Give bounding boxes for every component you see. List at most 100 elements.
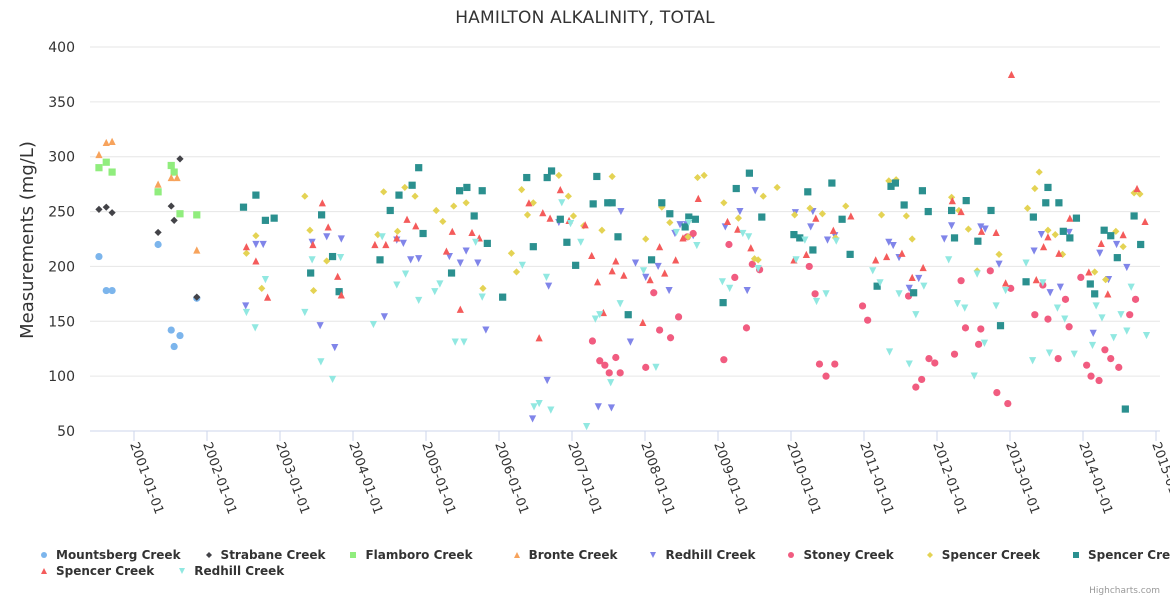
legend-item[interactable]: Stoney Creek — [785, 548, 894, 562]
data-point[interactable] — [411, 192, 419, 200]
data-point[interactable] — [1023, 204, 1032, 212]
data-point[interactable] — [252, 257, 260, 265]
data-point[interactable] — [176, 155, 184, 163]
legend-marker[interactable] — [41, 568, 47, 574]
data-point[interactable] — [470, 212, 478, 220]
data-point[interactable] — [170, 216, 178, 224]
data-point[interactable] — [672, 228, 680, 237]
data-point[interactable] — [1051, 231, 1059, 239]
data-point[interactable] — [1127, 283, 1135, 291]
data-point[interactable] — [658, 199, 666, 207]
data-point[interactable] — [748, 260, 756, 268]
data-point[interactable] — [1107, 354, 1115, 363]
data-point[interactable] — [393, 234, 401, 242]
data-point[interactable] — [1055, 199, 1063, 207]
data-point[interactable] — [1101, 346, 1109, 354]
data-point[interactable] — [691, 215, 699, 223]
data-point[interactable] — [176, 331, 184, 340]
data-point[interactable] — [726, 284, 734, 292]
data-point[interactable] — [1065, 228, 1073, 237]
data-point[interactable] — [822, 372, 830, 380]
data-point[interactable] — [1046, 289, 1054, 297]
data-point[interactable] — [242, 302, 250, 310]
data-point[interactable] — [674, 313, 683, 321]
data-point[interactable] — [479, 284, 487, 292]
data-point[interactable] — [908, 273, 916, 281]
data-point[interactable] — [1055, 249, 1063, 257]
data-point[interactable] — [1007, 284, 1015, 292]
data-point[interactable] — [472, 238, 480, 246]
data-point[interactable] — [945, 256, 953, 264]
data-point[interactable] — [401, 270, 410, 278]
legend-marker[interactable] — [205, 552, 212, 558]
data-point[interactable] — [307, 269, 315, 277]
data-point[interactable] — [239, 203, 248, 211]
data-point[interactable] — [908, 235, 916, 243]
data-point[interactable] — [1029, 357, 1037, 365]
data-point[interactable] — [601, 361, 609, 369]
data-point[interactable] — [596, 357, 604, 365]
data-point[interactable] — [721, 223, 729, 231]
data-point[interactable] — [371, 240, 379, 249]
data-point[interactable] — [102, 138, 110, 147]
data-point[interactable] — [607, 404, 616, 412]
data-point[interactable] — [918, 375, 926, 384]
data-point[interactable] — [463, 183, 471, 192]
data-point[interactable] — [964, 225, 972, 233]
credits-link[interactable]: Highcharts.com — [1089, 586, 1160, 596]
data-point[interactable] — [558, 199, 566, 207]
data-point[interactable] — [336, 254, 345, 262]
data-point[interactable] — [456, 305, 464, 313]
data-point[interactable] — [581, 221, 589, 229]
data-point[interactable] — [270, 214, 278, 222]
data-point[interactable] — [608, 267, 616, 275]
data-point[interactable] — [981, 225, 989, 233]
data-point[interactable] — [759, 192, 767, 200]
data-point[interactable] — [432, 206, 440, 215]
data-point[interactable] — [925, 354, 933, 363]
data-point[interactable] — [1095, 376, 1103, 385]
data-point[interactable] — [754, 265, 762, 273]
data-point[interactable] — [596, 311, 604, 319]
data-point[interactable] — [546, 214, 554, 222]
data-point[interactable] — [1022, 259, 1030, 267]
data-point[interactable] — [543, 376, 551, 385]
data-point[interactable] — [419, 229, 427, 238]
data-point[interactable] — [460, 338, 468, 346]
data-point[interactable] — [612, 353, 620, 362]
data-point[interactable] — [961, 304, 969, 312]
data-point[interactable] — [758, 213, 766, 221]
data-point[interactable] — [992, 228, 1000, 237]
data-point[interactable] — [1037, 231, 1045, 239]
data-point[interactable] — [822, 290, 830, 298]
data-point[interactable] — [566, 220, 575, 228]
data-point[interactable] — [431, 288, 439, 296]
data-point[interactable] — [608, 199, 616, 207]
data-point[interactable] — [337, 235, 345, 243]
data-point[interactable] — [986, 267, 994, 275]
data-point[interactable] — [1072, 214, 1081, 222]
data-point[interactable] — [1032, 275, 1040, 284]
data-point[interactable] — [447, 269, 456, 277]
data-point[interactable] — [1117, 311, 1125, 319]
data-point[interactable] — [910, 289, 918, 297]
data-point[interactable] — [483, 239, 491, 247]
data-point[interactable] — [812, 214, 820, 222]
data-point[interactable] — [898, 249, 906, 257]
data-point[interactable] — [1123, 327, 1131, 335]
data-point[interactable] — [324, 223, 332, 231]
data-point[interactable] — [1119, 231, 1127, 239]
data-point[interactable] — [940, 235, 948, 243]
data-point[interactable] — [445, 252, 453, 261]
data-point[interactable] — [805, 262, 813, 271]
data-point[interactable] — [395, 191, 403, 199]
data-point[interactable] — [831, 360, 839, 368]
data-point[interactable] — [1141, 217, 1149, 226]
data-point[interactable] — [977, 227, 986, 235]
data-point[interactable] — [369, 320, 378, 329]
data-point[interactable] — [1115, 363, 1123, 371]
data-point[interactable] — [806, 204, 814, 212]
data-point[interactable] — [672, 256, 680, 264]
data-point[interactable] — [626, 338, 634, 346]
data-point[interactable] — [1039, 243, 1048, 251]
